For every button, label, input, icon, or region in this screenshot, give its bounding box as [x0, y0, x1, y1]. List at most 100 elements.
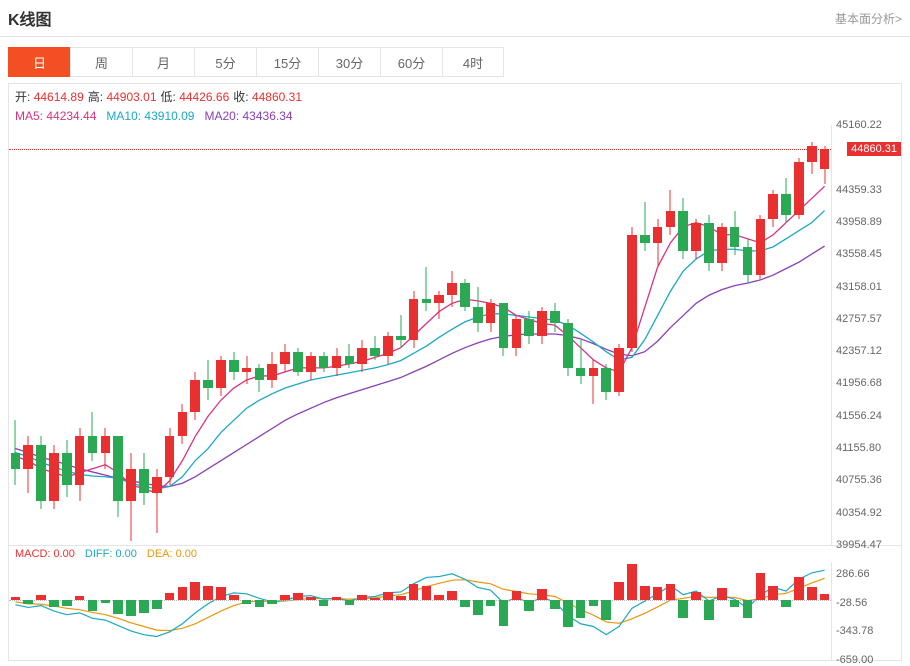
dea-label: DEA: 0.00	[147, 548, 197, 560]
macd-bar	[666, 584, 676, 600]
macd-bar	[486, 600, 496, 605]
candle	[807, 125, 817, 545]
tab-月[interactable]: 月	[132, 47, 194, 77]
candle	[293, 125, 303, 545]
macd-bar	[678, 600, 688, 618]
macd-bar	[280, 595, 290, 600]
tab-日[interactable]: 日	[8, 47, 70, 77]
macd-bar	[768, 586, 778, 601]
macd-bar	[113, 600, 123, 614]
macd-ytick: 286.66	[836, 568, 870, 580]
candle	[820, 125, 830, 545]
timeframe-tabs: 日周月5分15分30分60分4时	[8, 47, 902, 77]
macd-bar	[293, 593, 303, 600]
macd-bar	[550, 600, 560, 609]
ytick: 41155.80	[836, 442, 881, 454]
macd-bar	[730, 600, 740, 607]
macd-bar	[23, 600, 33, 604]
chart-container: 开: 44614.89 高: 44903.01 低: 44426.66 收: 4…	[8, 83, 902, 661]
ytick: 40755.36	[836, 474, 882, 486]
ohlc-bar: 开: 44614.89 高: 44903.01 低: 44426.66 收: 4…	[9, 84, 901, 109]
macd-bar	[36, 595, 46, 600]
candle	[460, 125, 470, 545]
ytick: 43158.01	[836, 281, 882, 293]
macd-bar	[640, 586, 650, 601]
candle	[23, 125, 33, 545]
candle	[113, 125, 123, 545]
ma10-label: MA10: 43910.09	[106, 109, 194, 123]
macd-ytick: -659.00	[836, 654, 873, 666]
tab-5分[interactable]: 5分	[194, 47, 256, 77]
candlestick-plot[interactable]	[9, 125, 831, 545]
macd-ytick: -343.78	[836, 625, 873, 637]
macd-bar	[807, 587, 817, 600]
macd-bar	[576, 600, 586, 618]
macd-bar	[126, 600, 136, 616]
candle	[486, 125, 496, 545]
macd-bar	[319, 600, 329, 605]
candle	[88, 125, 98, 545]
ytick: 39954.47	[836, 539, 882, 551]
candle	[768, 125, 778, 545]
candle	[409, 125, 419, 545]
candle	[473, 125, 483, 545]
candle	[640, 125, 650, 545]
candle	[165, 125, 175, 545]
price-axis: 44860.31 45160.2244359.3343958.8943558.4…	[831, 125, 901, 545]
candle	[627, 125, 637, 545]
macd-plot[interactable]	[9, 562, 831, 660]
tab-周[interactable]: 周	[70, 47, 132, 77]
macd-bar	[601, 600, 611, 620]
candle	[306, 125, 316, 545]
ytick: 42357.12	[836, 345, 882, 357]
candle	[267, 125, 277, 545]
candle	[255, 125, 265, 545]
candle	[576, 125, 586, 545]
macd-bar	[627, 564, 637, 600]
candle	[370, 125, 380, 545]
ma-bar: MA5: 44234.44 MA10: 43910.09 MA20: 43436…	[9, 109, 901, 125]
candle	[332, 125, 342, 545]
macd-bar	[49, 600, 59, 607]
macd-bar	[563, 600, 573, 627]
analysis-link[interactable]: 基本面分析>	[835, 10, 902, 27]
candle	[756, 125, 766, 545]
candle	[126, 125, 136, 545]
candle	[717, 125, 727, 545]
macd-bar	[794, 577, 804, 601]
macd-bar	[370, 598, 380, 600]
candle	[563, 125, 573, 545]
macd-bar	[589, 600, 599, 605]
tab-30分[interactable]: 30分	[318, 47, 380, 77]
macd-bar	[820, 594, 830, 600]
macd-bar	[499, 600, 509, 625]
macd-bar	[396, 596, 406, 601]
tab-60分[interactable]: 60分	[380, 47, 442, 77]
candle	[383, 125, 393, 545]
macd-bar	[743, 600, 753, 618]
candle	[49, 125, 59, 545]
candle	[422, 125, 432, 545]
macd-bar	[756, 573, 766, 600]
macd-bar	[139, 600, 149, 613]
macd-bar	[537, 589, 547, 600]
macd-bar	[653, 587, 663, 600]
diff-label: DIFF: 0.00	[85, 548, 137, 560]
candle	[62, 125, 72, 545]
candle	[512, 125, 522, 545]
macd-bar	[62, 600, 72, 605]
ytick: 41556.24	[836, 410, 882, 422]
ytick: 43558.45	[836, 248, 882, 260]
candle	[550, 125, 560, 545]
candle	[601, 125, 611, 545]
candle	[447, 125, 457, 545]
tab-4时[interactable]: 4时	[442, 47, 504, 77]
macd-bar	[101, 600, 111, 603]
ytick: 44359.33	[836, 184, 882, 196]
macd-ytick: -28.56	[836, 597, 867, 609]
candle	[653, 125, 663, 545]
tab-15分[interactable]: 15分	[256, 47, 318, 77]
macd-bar	[717, 588, 727, 600]
macd-bar	[306, 597, 316, 601]
candle	[524, 125, 534, 545]
